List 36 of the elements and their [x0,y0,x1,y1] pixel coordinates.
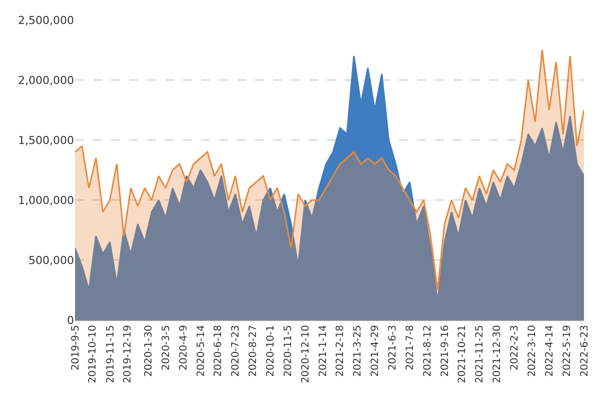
x-tick-label: 2022-4-14 [544,325,556,377]
y-tick-label: 0 [67,314,74,327]
x-tick-label: 2020-11-5 [282,325,294,377]
x-tick-label: 2020-8-27 [248,325,260,377]
y-tick-label: 2,500,000 [18,14,74,27]
x-tick-label: 2020-6-18 [213,325,224,377]
y-tick-label: 500,000 [28,254,74,267]
x-tick-label: 2021-10-21 [457,325,468,384]
x-tick-label: 2020-3-5 [160,325,172,370]
x-tick-label: 2019-9-5 [70,325,82,370]
x-tick-label: 2022-5-19 [562,325,573,377]
x-tick-label: 2021-6-3 [388,325,398,370]
x-tick-label: 2021-9-16 [440,325,451,377]
x-tick-label: 2021-7-8 [404,325,416,370]
x-tick-label: 2020-12-10 [300,325,312,384]
x-tick-label: 2021-12-30 [492,325,504,384]
x-tick-label: 2022-2-3 [510,325,521,370]
x-tick-label: 2021-2-18 [335,325,346,377]
x-tick-label: 2021-11-25 [474,325,486,384]
x-tick-label: 2021-1-14 [318,325,329,377]
y-tick-label: 2,000,000 [18,74,74,87]
x-tick-label: 2021-3-25 [352,325,364,377]
x-tick-label: 2020-5-14 [196,325,207,377]
x-tick-label: 2021-8-12 [422,325,434,377]
x-tick-label: 2021-4-29 [370,325,382,377]
x-tick-label: 2020-10-1 [265,325,276,377]
x-tick-label: 2019-10-10 [88,325,99,384]
y-tick-label: 1,000,000 [18,194,74,207]
x-tick-label: 2020-1-30 [143,325,154,377]
x-tick-label: 2022-6-23 [579,325,590,377]
x-tick-label: 2022-3-10 [526,325,538,377]
x-tick-label: 2019-12-19 [122,325,134,384]
x-tick-label: 2019-11-15 [106,325,117,384]
x-tick-label: 2020-4-9 [178,325,190,370]
y-tick-label: 1,500,000 [18,134,74,147]
x-tick-label: 2020-7-23 [230,325,242,377]
